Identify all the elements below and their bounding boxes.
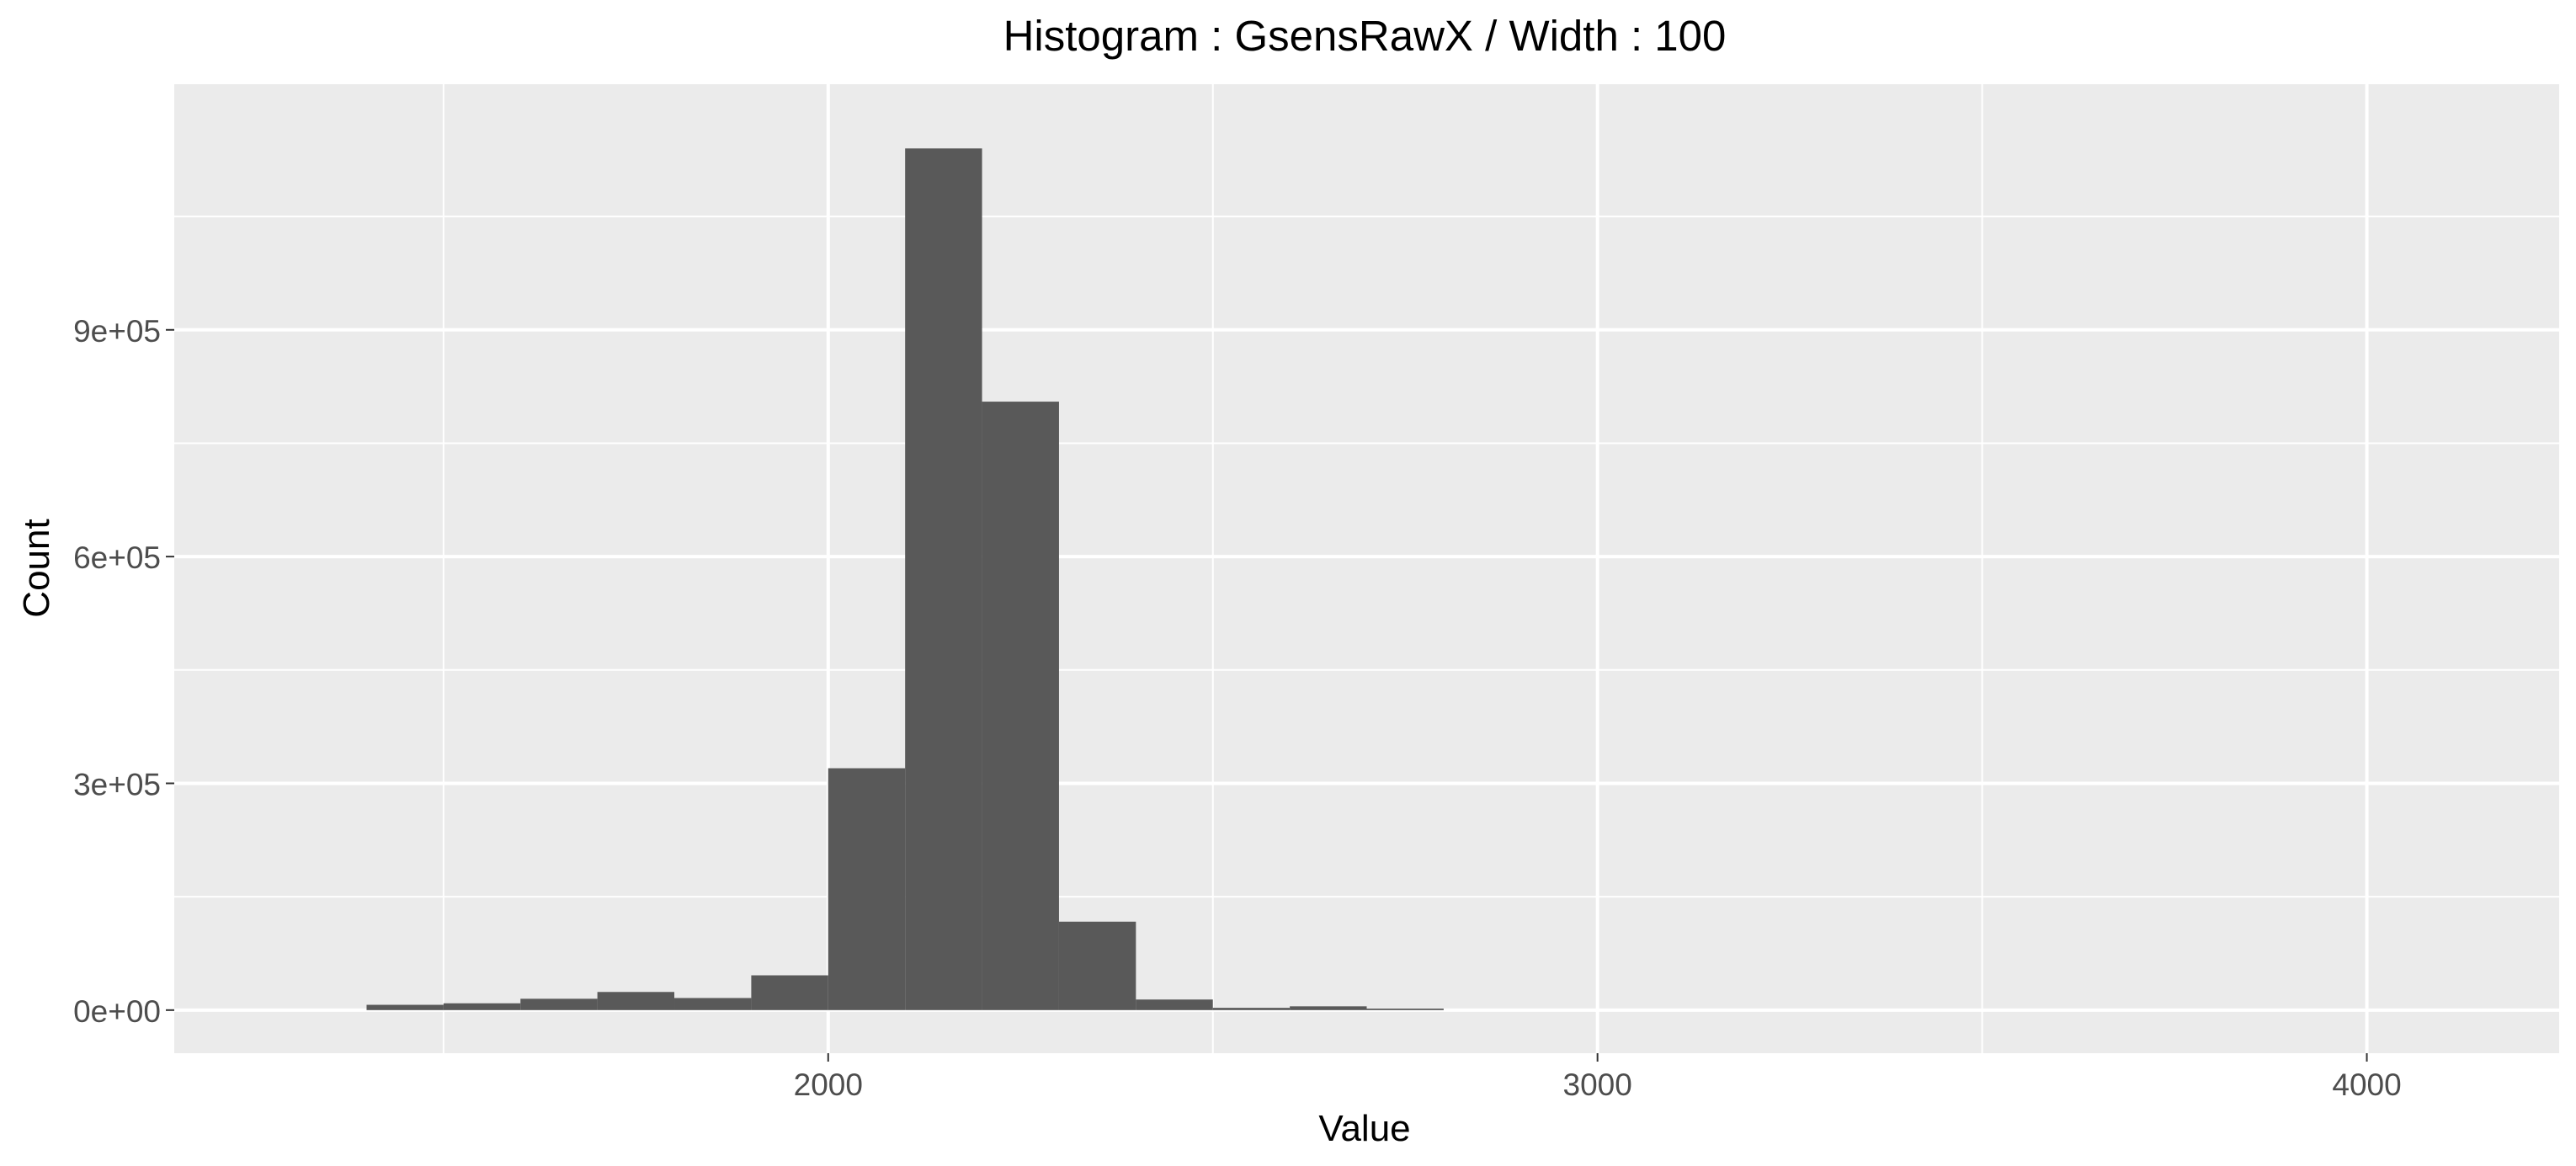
histogram-bar bbox=[751, 975, 828, 1010]
histogram-bar bbox=[1058, 921, 1136, 1010]
histogram-bar bbox=[1136, 999, 1213, 1010]
histogram-bar bbox=[1212, 1008, 1291, 1010]
histogram-bar bbox=[1366, 1009, 1444, 1010]
histogram-bar bbox=[1290, 1006, 1367, 1010]
x-tick-label: 3000 bbox=[1563, 1068, 1632, 1102]
grid-lines bbox=[174, 84, 2559, 1053]
x-tick-label: 4000 bbox=[2332, 1068, 2401, 1102]
y-tick-label: 6e+05 bbox=[73, 540, 161, 575]
y-tick-label: 3e+05 bbox=[73, 767, 161, 801]
plot-panel bbox=[174, 84, 2559, 1053]
y-tick-label: 0e+00 bbox=[73, 994, 161, 1029]
x-axis-label: Value bbox=[1318, 1108, 1410, 1149]
histogram-bar bbox=[597, 992, 675, 1010]
axes: 0e+00 3e+05 6e+05 9e+05 2000 3000 4000 bbox=[73, 314, 2402, 1102]
y-axis-label: Count bbox=[16, 519, 57, 617]
histogram-bars bbox=[366, 148, 1444, 1010]
histogram-bar bbox=[366, 1004, 444, 1010]
y-tick-label: 9e+05 bbox=[73, 314, 161, 349]
histogram-bar bbox=[674, 998, 752, 1010]
histogram-bar bbox=[982, 402, 1059, 1010]
histogram-bar bbox=[828, 768, 906, 1010]
histogram-bar bbox=[520, 998, 598, 1010]
histogram-bar bbox=[443, 1003, 521, 1010]
x-tick-label: 2000 bbox=[794, 1068, 863, 1102]
histogram-bar bbox=[905, 148, 982, 1010]
chart-title: Histogram : GsensRawX / Width : 100 bbox=[1003, 12, 1727, 60]
